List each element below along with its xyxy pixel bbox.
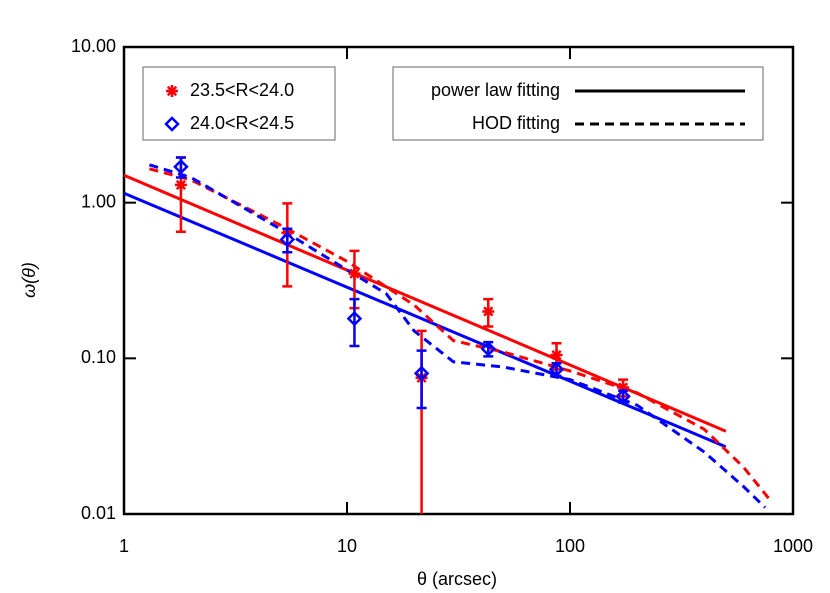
legend-label: HOD fitting <box>472 113 560 133</box>
legend-label: 24.0<R<24.5 <box>190 113 294 133</box>
y-axis-label: ω(θ) <box>19 262 39 298</box>
point <box>346 310 363 327</box>
x-tick-label: 100 <box>555 536 585 556</box>
x-tick-label: 1000 <box>773 536 813 556</box>
x-tick-label: 10 <box>337 536 357 556</box>
point <box>482 305 495 318</box>
error-bar <box>349 297 360 348</box>
point <box>413 365 430 382</box>
point <box>615 388 631 405</box>
point <box>173 159 189 175</box>
line-legend-box <box>392 66 764 141</box>
point <box>550 349 563 362</box>
x-axis-label: θ (arcsec) <box>417 569 497 589</box>
data-layer <box>124 156 773 514</box>
point <box>617 381 630 394</box>
fit-line <box>124 191 727 449</box>
y-tick-label: 0.10 <box>81 347 116 367</box>
legend-label: 23.5<R<24.0 <box>190 80 294 100</box>
y-tick-label: 0.01 <box>81 503 116 523</box>
point <box>348 267 361 280</box>
legend-marker <box>164 116 180 132</box>
legend-marker <box>166 85 178 97</box>
fit-line <box>148 163 767 509</box>
plot-frame <box>122 45 795 516</box>
y-tick-label: 10.00 <box>71 36 116 56</box>
fit-line <box>149 167 773 503</box>
point <box>279 231 296 248</box>
point <box>548 361 565 378</box>
x-tick-label: 1 <box>119 536 129 556</box>
y-tick-label: 1.00 <box>81 191 116 211</box>
point <box>174 178 187 191</box>
point <box>480 341 497 357</box>
legend-label: power law fitting <box>431 80 560 100</box>
